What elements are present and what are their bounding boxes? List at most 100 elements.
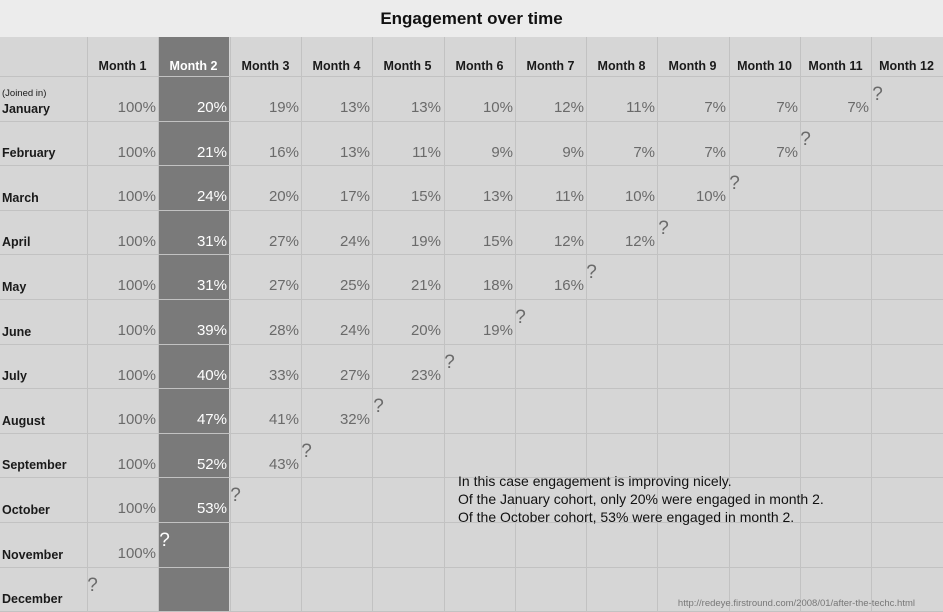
table-cell: 11%	[412, 144, 441, 161]
table-cell: 13%	[482, 188, 513, 205]
unknown-marker: ?	[444, 352, 455, 373]
table-cell: 25%	[339, 277, 370, 294]
table-cell: 19%	[482, 322, 513, 339]
table-cell: 47%	[196, 411, 227, 428]
table-cell: 7%	[776, 144, 798, 161]
column-header: Month 9	[668, 59, 717, 73]
table-cell: 20%	[196, 99, 227, 116]
table-cell: 24%	[339, 233, 370, 250]
table-cell: 17%	[339, 188, 370, 205]
table-cell: 40%	[196, 367, 227, 384]
unknown-marker: ?	[658, 218, 669, 239]
source-url: http://redeye.firstround.com/2008/01/aft…	[677, 598, 915, 609]
table-cell: 41%	[268, 411, 299, 428]
row-label: July	[2, 369, 28, 383]
row-label: September	[2, 458, 67, 472]
grid-line-horizontal	[0, 567, 943, 568]
unknown-marker: ?	[800, 129, 811, 150]
table-cell: 100%	[117, 188, 156, 205]
table-cell: 19%	[410, 233, 441, 250]
grid-line-vertical	[301, 37, 302, 611]
grid-line-vertical	[657, 37, 658, 611]
row-label: October	[2, 503, 50, 517]
grid-line-vertical	[729, 37, 730, 611]
table-cell: 7%	[776, 99, 798, 116]
table-cell: 33%	[268, 367, 299, 384]
table-cell: 10%	[482, 99, 513, 116]
table-cell: 16%	[268, 144, 299, 161]
grid-line-horizontal	[0, 388, 943, 389]
table-cell: 7%	[704, 144, 726, 161]
grid-line-horizontal	[0, 254, 943, 255]
grid-line-horizontal	[0, 299, 943, 300]
row-label: June	[2, 325, 32, 339]
row-label: April	[2, 235, 31, 249]
table-cell: 21%	[410, 277, 441, 294]
table-cell: 100%	[117, 367, 156, 384]
annotation-line: In this case engagement is improving nic…	[458, 473, 732, 489]
table-cell: 12%	[624, 233, 655, 250]
unknown-marker: ?	[729, 173, 740, 194]
table-cell: 19%	[268, 99, 299, 116]
grid-line-vertical	[800, 37, 801, 611]
row-label: May	[2, 280, 27, 294]
table-cell: 18%	[482, 277, 513, 294]
column-header: Month 12	[879, 59, 934, 73]
table-cell: 100%	[117, 233, 156, 250]
table-cell: 100%	[117, 144, 156, 161]
grid-line-horizontal	[0, 344, 943, 345]
table-cell: 52%	[196, 456, 227, 473]
table-cell: 100%	[117, 99, 156, 116]
grid-line-horizontal	[0, 165, 943, 166]
grid-line-horizontal	[0, 76, 943, 77]
unknown-marker: ?	[230, 485, 241, 506]
table-cell: 100%	[117, 500, 156, 517]
table-cell: 21%	[196, 144, 227, 161]
unknown-marker: ?	[301, 441, 312, 462]
table-cell: 15%	[410, 188, 441, 205]
table-cell: 28%	[268, 322, 299, 339]
grid-line-vertical	[515, 37, 516, 611]
row-label: January	[2, 102, 50, 116]
grid-line-horizontal	[0, 210, 943, 211]
table-cell: 53%	[196, 500, 227, 517]
table-cell: 100%	[117, 322, 156, 339]
table-cell: 11%	[626, 99, 655, 116]
table-cell: 100%	[117, 456, 156, 473]
table-cell: 27%	[339, 367, 370, 384]
table-cell: 31%	[196, 233, 227, 250]
table-cell: 16%	[553, 277, 584, 294]
table-cell: 24%	[339, 322, 370, 339]
unknown-marker: ?	[373, 396, 384, 417]
column-header: Month 5	[383, 59, 432, 73]
grid-line-vertical	[230, 37, 231, 611]
table-cell: 12%	[553, 233, 584, 250]
unknown-marker: ?	[872, 84, 883, 105]
table-cell: 100%	[117, 545, 156, 562]
table-cell: 13%	[410, 99, 441, 116]
grid-line-vertical	[871, 37, 872, 611]
table-cell: 7%	[847, 99, 869, 116]
column-header: Month 3	[241, 59, 290, 73]
grid-line-vertical	[444, 37, 445, 611]
grid-line-horizontal	[0, 522, 943, 523]
annotation-line: Of the October cohort, 53% were engaged …	[458, 509, 795, 525]
unknown-marker: ?	[87, 575, 98, 596]
unknown-marker: ?	[515, 307, 526, 328]
column-header: Month 7	[526, 59, 575, 73]
table-cell: 23%	[410, 367, 441, 384]
column-header: Month 1	[98, 59, 147, 73]
grid-line-horizontal	[0, 477, 943, 478]
grid-line-horizontal	[0, 433, 943, 434]
table-cell: 9%	[562, 144, 584, 161]
unknown-marker: ?	[159, 530, 170, 551]
grid-line-vertical	[372, 37, 373, 611]
table-cell: 11%	[555, 188, 584, 205]
table-cell: 20%	[268, 188, 299, 205]
annotation-note: In this case engagement is improving nic…	[458, 472, 824, 526]
row-label: August	[2, 414, 46, 428]
column-header: Month 2	[169, 59, 218, 73]
table-cell: 15%	[482, 233, 513, 250]
table-cell: 32%	[339, 411, 370, 428]
